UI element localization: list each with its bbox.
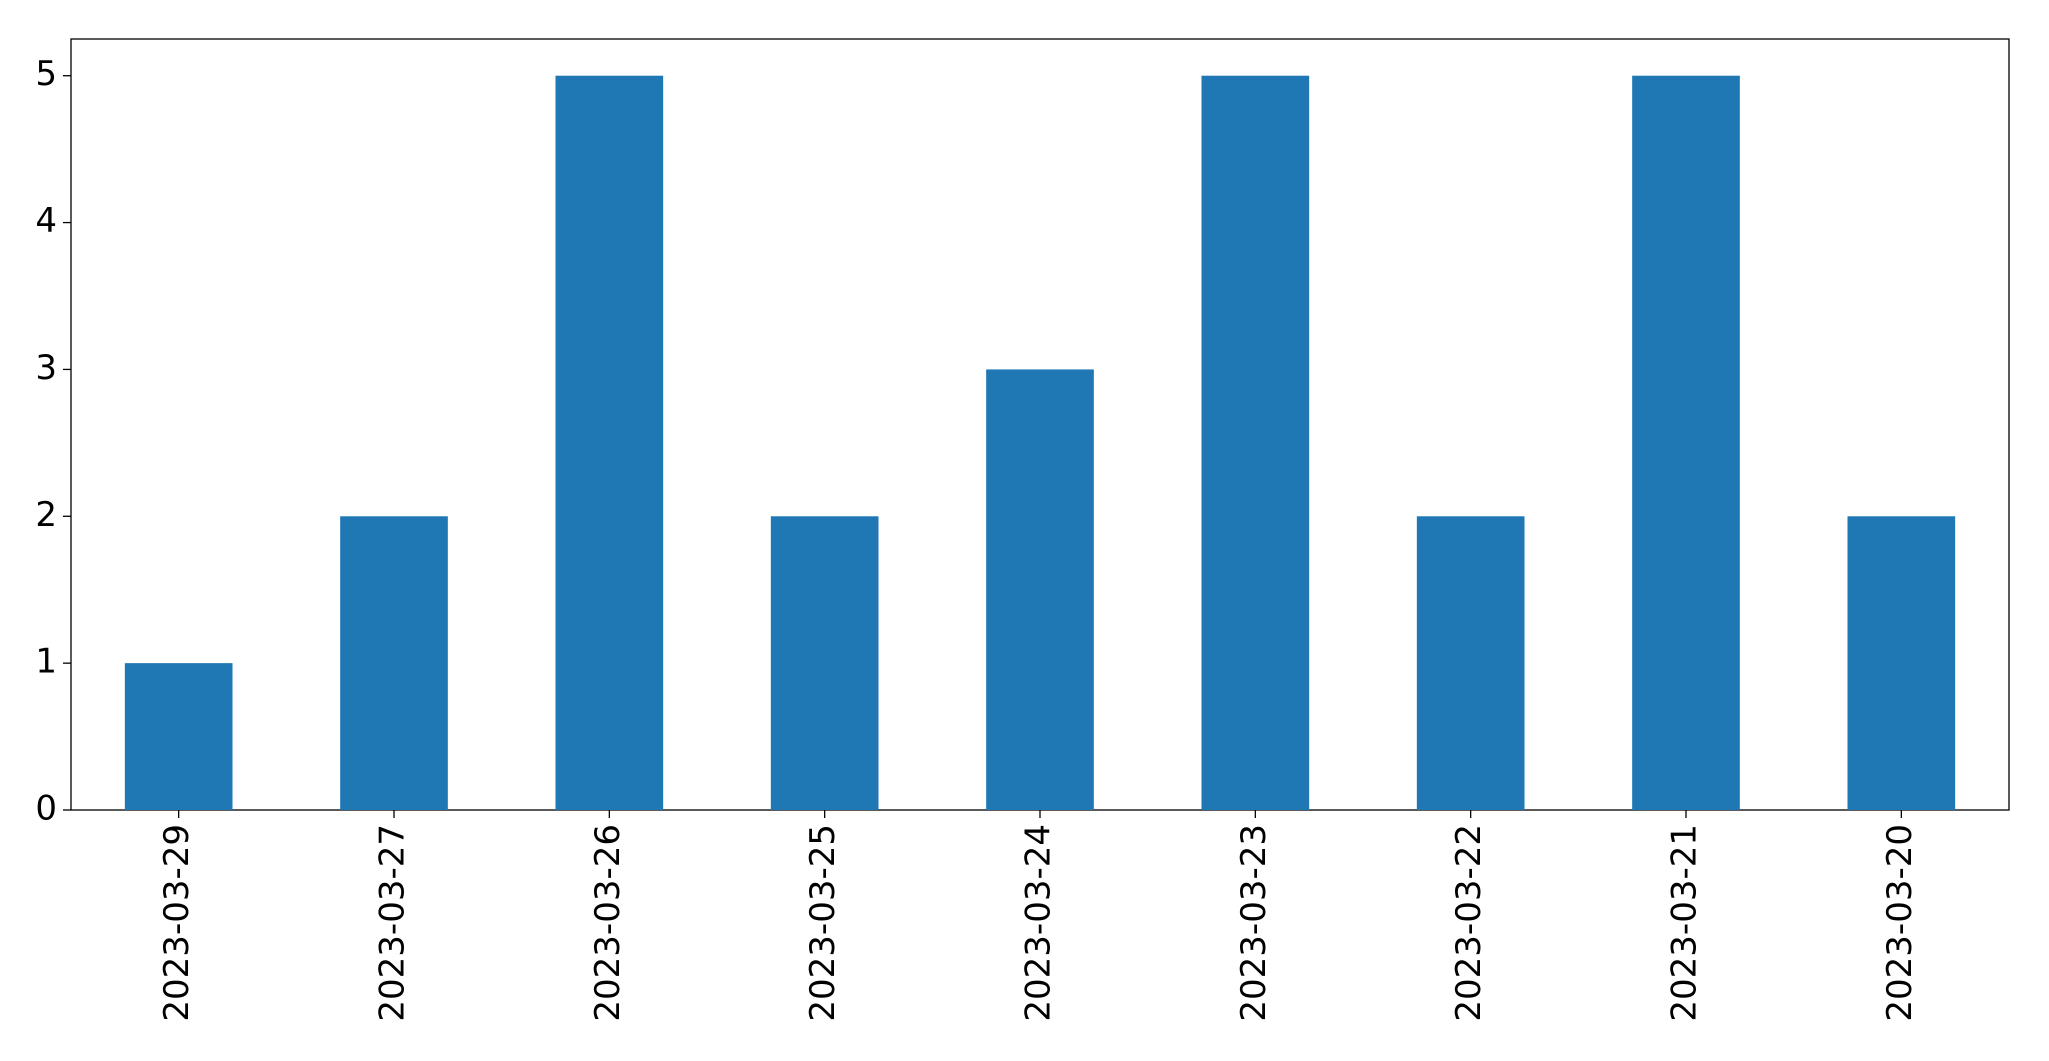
y-tick-label: 1 [35,642,57,682]
bar [1847,516,1956,810]
x-tick-label: 2023-03-21 [1665,824,1705,1022]
x-tick-label: 2023-03-20 [1880,824,1920,1022]
y-tick-label: 4 [35,201,57,241]
bar [340,516,448,810]
bar [555,75,664,810]
x-tick-label: 2023-03-26 [588,824,628,1022]
bar [986,369,1094,810]
y-tick-label: 5 [35,54,57,94]
bar [124,663,233,810]
x-tick-label: 2023-03-23 [1234,824,1274,1022]
y-tick-label: 3 [35,348,57,388]
x-tick-label: 2023-03-27 [373,824,413,1022]
bar [1632,75,1740,810]
bar [1201,75,1310,810]
x-tick-label: 2023-03-22 [1449,824,1489,1022]
bar [1416,516,1525,810]
x-tick-label: 2023-03-25 [803,824,843,1022]
y-tick-label: 0 [35,789,57,829]
y-tick-label: 2 [35,495,57,535]
x-tick-label: 2023-03-24 [1019,824,1059,1022]
bar [770,516,879,810]
x-tick-label: 2023-03-29 [157,824,197,1022]
